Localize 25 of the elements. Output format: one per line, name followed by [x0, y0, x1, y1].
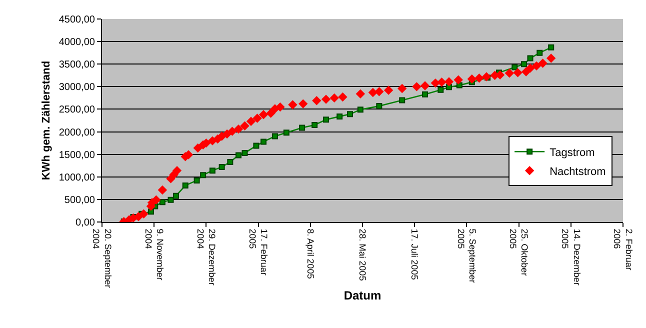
y-axis-title: KWh gem. Zählerstand: [40, 60, 52, 180]
y-tick-label: 2000,00: [58, 127, 96, 138]
y-tick-label: 3500,00: [58, 60, 96, 71]
y-tick-label: 0,00: [76, 218, 96, 228]
y-tick-label: 3000,00: [58, 82, 96, 94]
x-axis-title: Datum: [344, 288, 382, 303]
x-tick-label: 14. Dezember 2005: [560, 228, 582, 286]
x-tick-label: 25. Oktober 2005: [508, 228, 530, 276]
legend-label: Tagstrom: [550, 146, 595, 159]
x-tick-label: 28. Mai 2005: [358, 228, 368, 281]
x-tick-label: 9. November 2004: [143, 228, 166, 280]
y-tick-label: 1500,00: [58, 150, 96, 161]
x-tick-label: 8. April 2005: [305, 228, 316, 279]
x-tick-label: 2. Februar 2006: [612, 228, 634, 270]
x-tick-label: 17. Juli 2005: [410, 228, 420, 280]
y-tick-label: 4000,00: [58, 37, 96, 48]
y-tick-label: 500,00: [64, 194, 96, 206]
x-tick-label: 5. September 2005: [456, 228, 478, 283]
x-tick-label: 20. September 2004: [91, 228, 113, 288]
y-tick-label: 2500,00: [58, 104, 96, 116]
legend-label: Nachtstrom: [550, 166, 606, 178]
x-tick-label: 29. Dezember 2004: [195, 228, 218, 286]
y-tick-label: 1000,00: [58, 172, 96, 184]
y-tick-label: 4500,00: [58, 14, 96, 26]
x-tick-label: 17. Februar 2005: [248, 228, 270, 276]
